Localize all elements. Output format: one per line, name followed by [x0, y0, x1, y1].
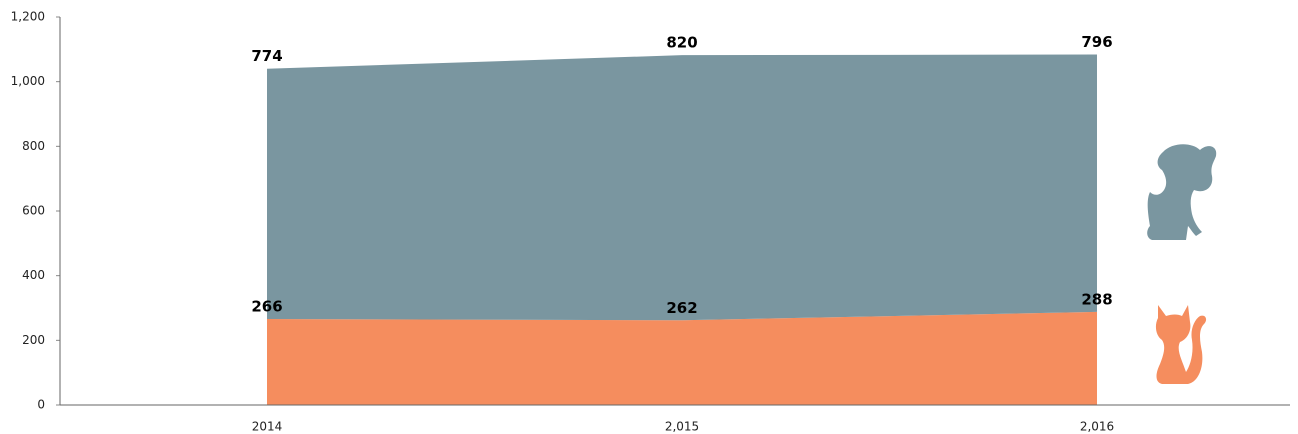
x-tick-label: 2,015 — [665, 420, 699, 434]
x-tick-label: 2,016 — [1080, 420, 1114, 434]
y-tick-label: 1,000 — [11, 74, 45, 88]
x-tick-label: 2014 — [252, 420, 283, 434]
area — [267, 311, 1097, 405]
area — [267, 54, 1097, 321]
data-label: 288 — [1081, 290, 1112, 308]
y-tick-label: 1,200 — [11, 10, 45, 24]
data-label: 774 — [251, 47, 282, 65]
data-label: 820 — [666, 34, 697, 52]
y-tick-label: 600 — [22, 204, 45, 218]
dog-icon — [1147, 144, 1217, 240]
y-tick-label: 0 — [37, 398, 45, 412]
cat-icon — [1155, 305, 1207, 384]
y-tick-label: 400 — [22, 268, 45, 282]
y-tick-label: 800 — [22, 139, 45, 153]
data-label: 262 — [666, 299, 697, 317]
y-tick-label: 200 — [22, 333, 45, 347]
data-label: 796 — [1081, 33, 1112, 51]
data-label: 266 — [251, 297, 282, 315]
